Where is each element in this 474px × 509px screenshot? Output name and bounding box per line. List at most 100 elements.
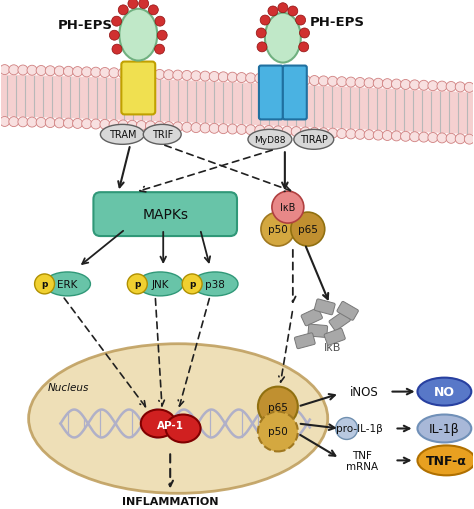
Circle shape: [401, 132, 410, 142]
Polygon shape: [0, 75, 474, 135]
Circle shape: [310, 128, 319, 138]
Circle shape: [319, 77, 328, 87]
Text: TRIF: TRIF: [152, 130, 173, 140]
Ellipse shape: [248, 130, 292, 150]
Circle shape: [164, 71, 173, 80]
Circle shape: [346, 78, 356, 88]
Circle shape: [219, 73, 228, 82]
Circle shape: [73, 119, 82, 129]
Circle shape: [337, 129, 347, 139]
Circle shape: [319, 128, 328, 138]
Circle shape: [118, 6, 128, 16]
Circle shape: [112, 45, 122, 55]
Circle shape: [410, 132, 419, 143]
Text: TIRAP: TIRAP: [300, 135, 328, 145]
Circle shape: [173, 123, 183, 133]
FancyBboxPatch shape: [121, 63, 155, 115]
Ellipse shape: [166, 415, 201, 443]
Ellipse shape: [143, 125, 181, 145]
Circle shape: [127, 69, 137, 79]
Circle shape: [446, 134, 456, 144]
Circle shape: [55, 119, 64, 129]
Circle shape: [337, 77, 347, 88]
Circle shape: [383, 79, 392, 90]
Circle shape: [173, 71, 183, 81]
Circle shape: [419, 81, 429, 91]
Circle shape: [0, 66, 9, 75]
Circle shape: [137, 121, 146, 131]
Circle shape: [27, 66, 37, 76]
Circle shape: [258, 412, 298, 451]
Circle shape: [35, 274, 55, 294]
Circle shape: [109, 121, 119, 130]
Text: AP-1: AP-1: [157, 420, 184, 431]
Text: PH-EPS: PH-EPS: [58, 19, 113, 32]
FancyBboxPatch shape: [259, 66, 283, 120]
Text: p: p: [134, 280, 140, 289]
Ellipse shape: [418, 378, 471, 406]
Circle shape: [336, 418, 358, 440]
Circle shape: [155, 45, 164, 55]
Circle shape: [82, 120, 91, 129]
Circle shape: [182, 123, 192, 133]
Circle shape: [27, 118, 37, 128]
Ellipse shape: [45, 272, 91, 296]
Text: TRAM: TRAM: [109, 130, 136, 140]
Circle shape: [264, 126, 274, 136]
FancyBboxPatch shape: [337, 302, 358, 321]
Circle shape: [237, 125, 246, 135]
Ellipse shape: [265, 14, 301, 64]
Circle shape: [200, 124, 210, 134]
Circle shape: [118, 69, 128, 79]
Circle shape: [155, 70, 164, 80]
FancyBboxPatch shape: [308, 324, 328, 338]
Circle shape: [261, 213, 295, 246]
Text: pro-IL-1β: pro-IL-1β: [336, 423, 383, 434]
FancyBboxPatch shape: [301, 308, 322, 326]
Circle shape: [155, 17, 165, 27]
Circle shape: [291, 76, 301, 86]
Circle shape: [401, 80, 410, 90]
Circle shape: [410, 81, 419, 91]
Text: ERK: ERK: [57, 279, 78, 289]
Text: p: p: [41, 280, 48, 289]
Circle shape: [148, 6, 158, 16]
Circle shape: [260, 16, 270, 26]
Circle shape: [209, 72, 219, 82]
Circle shape: [36, 66, 46, 76]
Circle shape: [465, 135, 474, 145]
Circle shape: [18, 118, 28, 128]
Circle shape: [111, 17, 122, 27]
Circle shape: [278, 4, 288, 14]
FancyBboxPatch shape: [93, 193, 237, 237]
Circle shape: [373, 79, 383, 89]
Circle shape: [191, 123, 201, 133]
Circle shape: [428, 133, 438, 143]
Text: TNF-α: TNF-α: [426, 454, 467, 467]
Circle shape: [82, 68, 91, 78]
Text: IL-1β: IL-1β: [429, 422, 460, 435]
Circle shape: [273, 127, 283, 136]
Circle shape: [228, 73, 237, 83]
Circle shape: [228, 125, 237, 135]
Ellipse shape: [192, 272, 238, 296]
Circle shape: [258, 387, 298, 427]
Text: PH-EPS: PH-EPS: [310, 16, 365, 29]
Circle shape: [128, 274, 147, 294]
Circle shape: [428, 81, 438, 92]
Ellipse shape: [28, 344, 328, 493]
Circle shape: [291, 127, 301, 137]
Text: JNK: JNK: [152, 279, 169, 289]
Circle shape: [257, 43, 267, 53]
Text: TNF
mRNA: TNF mRNA: [346, 450, 378, 471]
Text: MAPKs: MAPKs: [142, 208, 188, 222]
Circle shape: [301, 128, 310, 138]
Text: IκB: IκB: [324, 342, 341, 352]
Circle shape: [64, 67, 73, 77]
Text: p65: p65: [298, 224, 318, 235]
Circle shape: [288, 7, 298, 17]
Circle shape: [455, 83, 465, 93]
Circle shape: [109, 69, 119, 78]
Ellipse shape: [418, 415, 471, 443]
Ellipse shape: [137, 272, 183, 296]
